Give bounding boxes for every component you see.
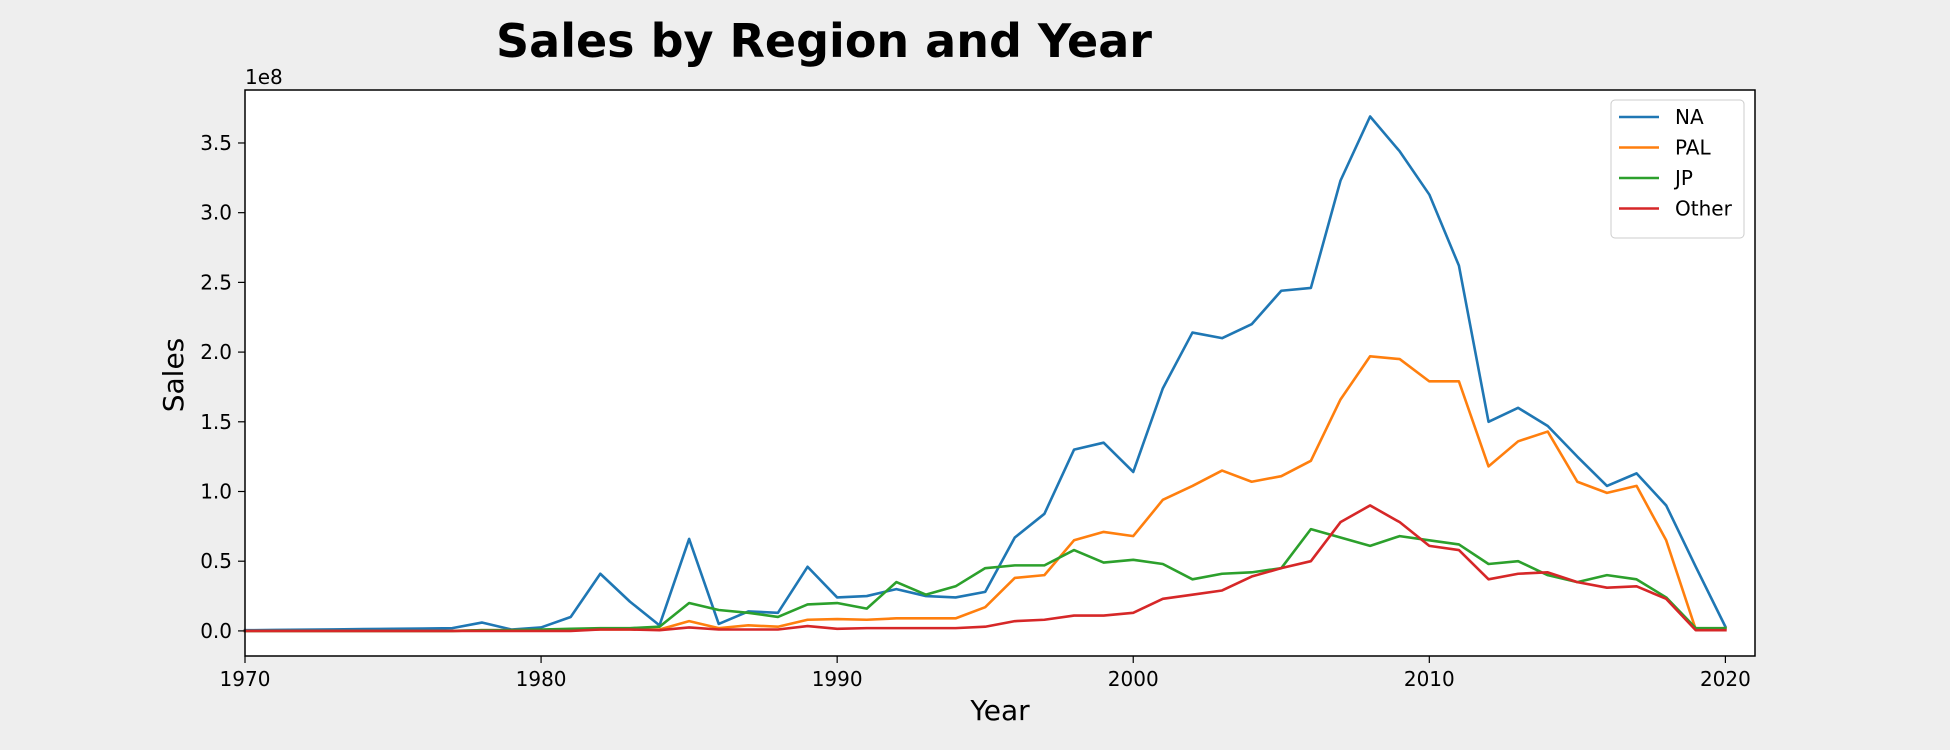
series-layer <box>243 115 1728 633</box>
x-tick-label: 2020 <box>1700 667 1751 691</box>
legend-label-na: NA <box>1675 105 1704 129</box>
x-tick-label: 1980 <box>516 667 567 691</box>
legend: NA PAL JP Other <box>1610 99 1745 239</box>
y-axis-offset-label: 1e8 <box>245 65 283 89</box>
chart-title: Sales by Region and Year <box>496 14 1152 68</box>
y-tick-label: 2.0 <box>200 340 232 364</box>
y-tick-label: 1.0 <box>200 479 232 503</box>
x-tick-label: 2000 <box>1108 667 1159 691</box>
y-tick-label: 0.5 <box>200 549 232 573</box>
legend-label-pal: PAL <box>1675 136 1711 160</box>
legend-label-jp: JP <box>1673 166 1693 190</box>
x-tick-label: 2010 <box>1404 667 1455 691</box>
y-axis: 0.0 0.5 1.0 1.5 2.0 2.5 3.0 3.5 <box>200 131 245 643</box>
legend-label-other: Other <box>1675 197 1733 221</box>
x-tick-label: 1990 <box>812 667 863 691</box>
plot-area <box>245 90 1755 656</box>
y-axis-label: Sales <box>157 338 190 413</box>
y-tick-label: 0.0 <box>200 619 232 643</box>
x-axis-label: Year <box>969 694 1030 727</box>
plot-frame <box>244 89 1756 657</box>
y-tick-label: 1.5 <box>200 410 232 434</box>
x-axis: 1970 1980 1990 2000 2010 2020 <box>220 656 1751 691</box>
series-line-other <box>243 504 1727 633</box>
x-tick-label: 1970 <box>220 667 271 691</box>
legend-box <box>1610 99 1745 239</box>
series-line-na <box>243 115 1728 632</box>
y-tick-label: 3.5 <box>200 131 232 155</box>
y-tick-label: 2.5 <box>200 270 232 294</box>
y-tick-label: 3.0 <box>200 201 232 225</box>
